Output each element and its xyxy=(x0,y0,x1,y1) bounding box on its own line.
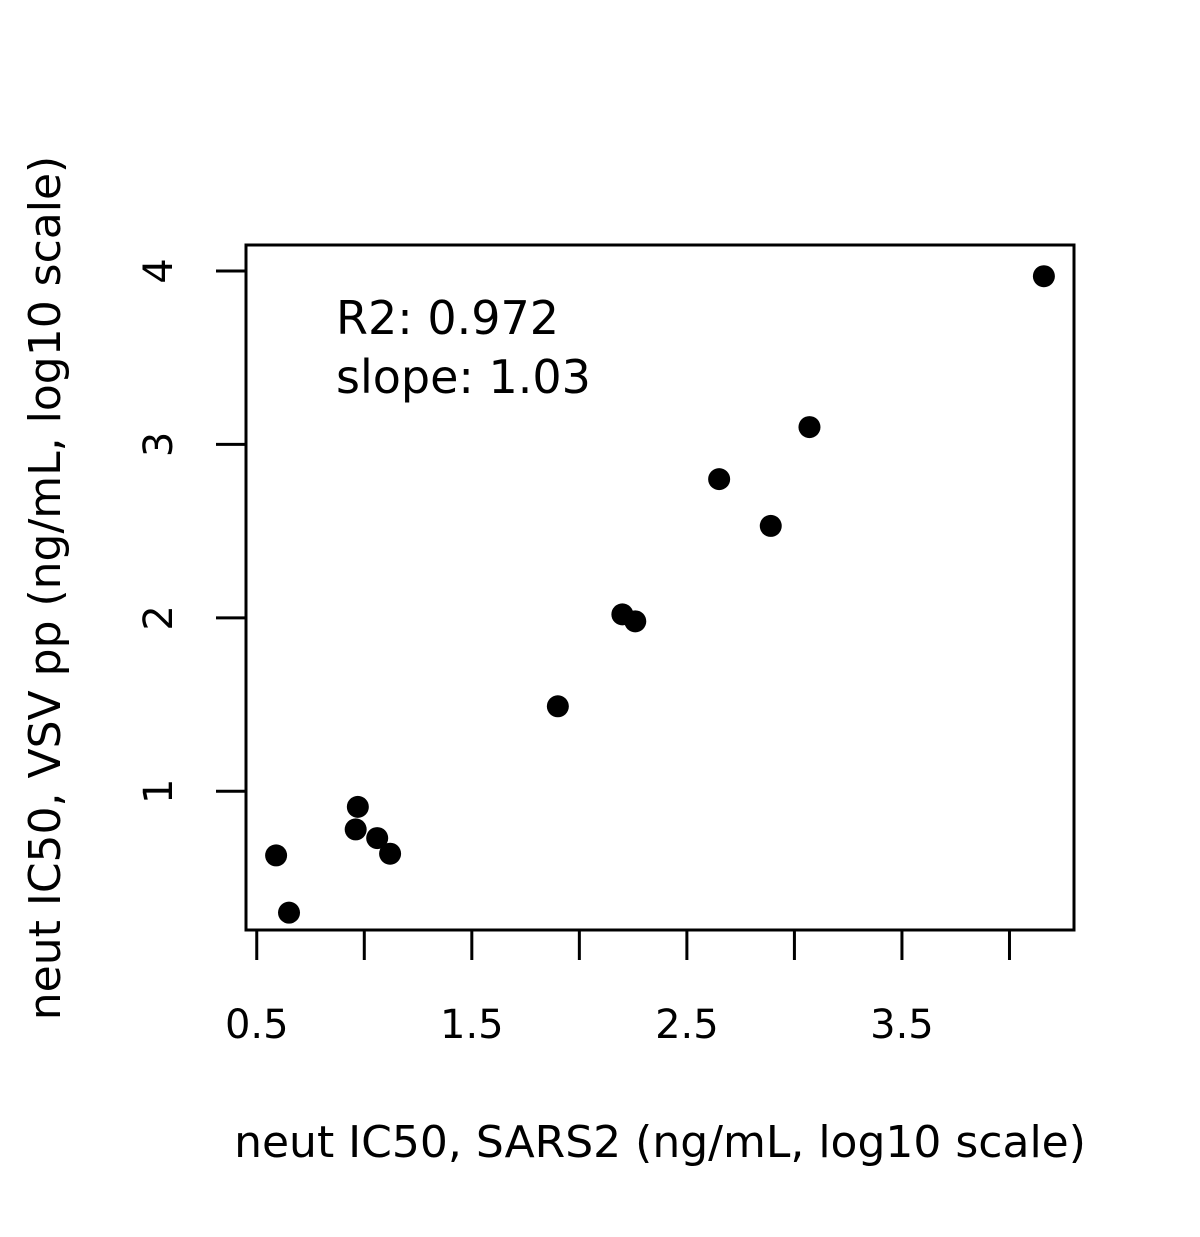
data-point xyxy=(1032,265,1055,288)
data-point xyxy=(379,842,402,865)
x-axis-title: neut IC50, SARS2 (ng/mL, log10 scale) xyxy=(234,1117,1086,1168)
data-point xyxy=(546,695,569,718)
x-tick-label: 2.5 xyxy=(655,1002,719,1048)
y-axis-title: neut IC50, VSV pp (ng/mL, log10 scale) xyxy=(20,156,71,1020)
y-axis: 1 2 3 4 xyxy=(136,258,248,804)
data-point xyxy=(344,818,367,841)
data-point xyxy=(265,844,288,867)
x-axis: 0.5 1.5 2.5 3.5 xyxy=(225,928,1011,1048)
data-points xyxy=(265,265,1055,924)
annotation-r2: R2: 0.972 xyxy=(336,291,559,345)
y-tick-label: 4 xyxy=(136,258,182,283)
data-point xyxy=(366,827,389,850)
y-tick-label: 3 xyxy=(136,432,182,457)
y-tick-label: 1 xyxy=(136,779,182,804)
data-point xyxy=(624,610,647,633)
data-point xyxy=(798,416,821,439)
x-tick-label: 1.5 xyxy=(440,1002,504,1048)
data-point xyxy=(708,468,731,491)
y-tick-label: 2 xyxy=(136,605,182,630)
plot-area-frame xyxy=(244,243,1076,932)
data-point xyxy=(759,514,782,537)
x-tick-label: 0.5 xyxy=(225,1002,289,1048)
x-tick-label: 3.5 xyxy=(870,1002,934,1048)
annotation-slope: slope: 1.03 xyxy=(336,350,591,404)
data-point xyxy=(346,795,369,818)
data-point xyxy=(278,901,301,924)
